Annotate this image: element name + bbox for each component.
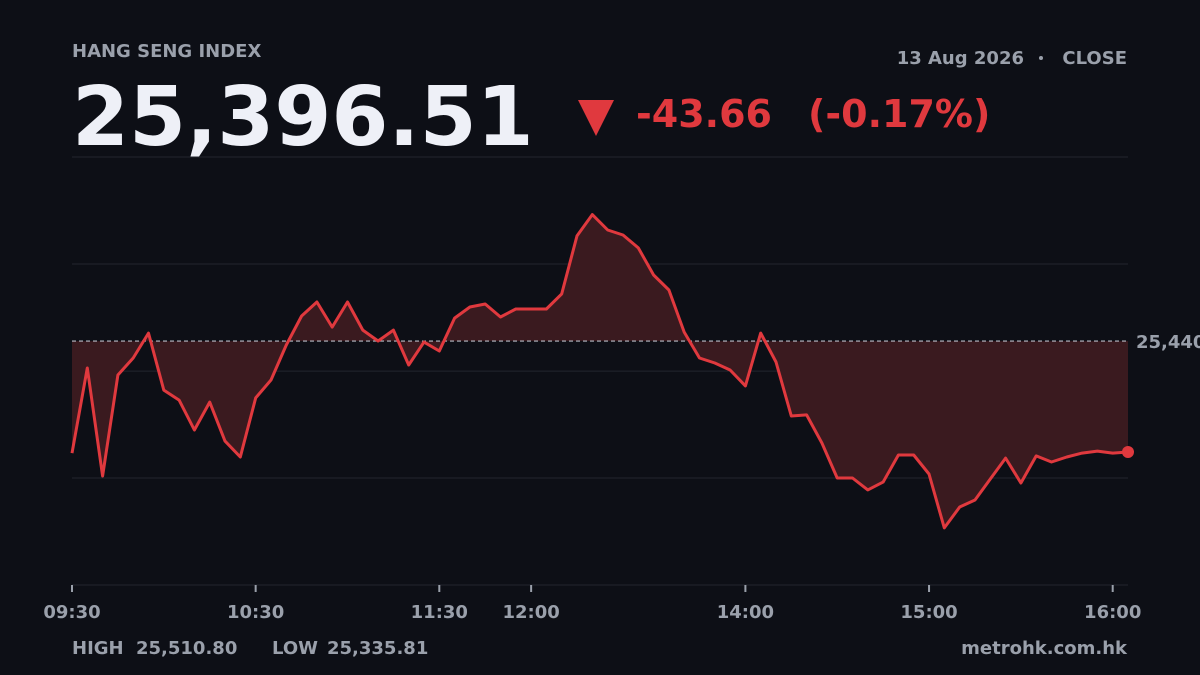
reference-label: 25,440.17: [1136, 332, 1200, 353]
low-label: LOW: [272, 638, 318, 659]
x-tick-label: 14:00: [717, 602, 774, 623]
down-arrow: [578, 100, 614, 136]
change: -43.66: [636, 92, 772, 136]
plot: 09:30 10:30 11:30 12:00 14:00 15:00 16:00 25,44…: [43, 156, 1200, 623]
x-tick-label: 09:30: [43, 602, 100, 623]
index-name: HANG SENG INDEX: [72, 41, 261, 62]
line: [70, 213, 1129, 530]
high: 25,510.80: [136, 638, 237, 659]
area: [72, 214, 1128, 528]
x-tick-label: 12:00: [502, 602, 559, 623]
last-price: 25,396.51: [72, 70, 534, 165]
last-point: [1122, 445, 1134, 458]
x-tick-label: 10:30: [227, 602, 284, 623]
change-pct: (-0.17%): [808, 92, 990, 136]
status: CLOSE: [1062, 48, 1127, 69]
x-tick-label: 16:00: [1084, 602, 1141, 623]
high-label: HIGH: [72, 638, 124, 659]
separator: [1039, 56, 1043, 60]
x-tick-label: 11:30: [411, 602, 468, 623]
x-tick-label: 15:00: [900, 602, 957, 623]
source: metrohk.com.hk: [961, 638, 1128, 659]
low: 25,335.81: [327, 638, 428, 659]
date: 13 Aug 2026: [897, 48, 1024, 69]
